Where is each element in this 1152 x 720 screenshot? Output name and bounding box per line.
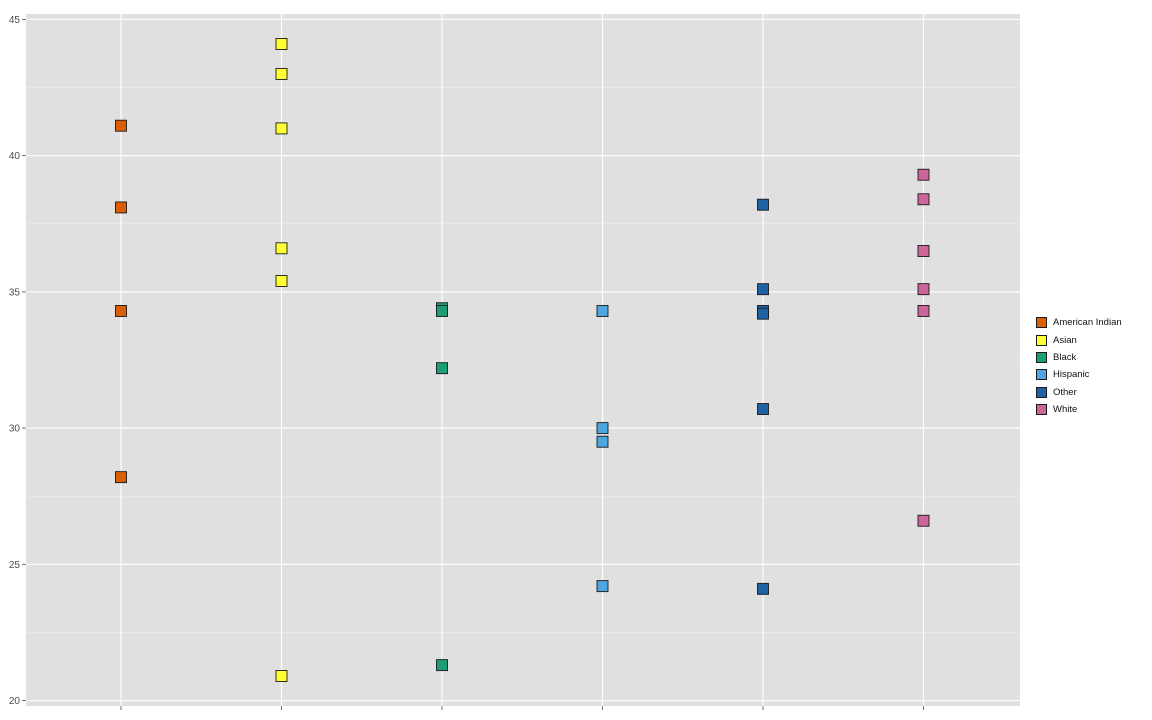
y-tick-label: 35 xyxy=(9,287,21,298)
legend-label: Black xyxy=(1053,351,1077,363)
data-point xyxy=(757,403,769,415)
data-point xyxy=(275,67,288,80)
data-point xyxy=(917,305,930,317)
data-point xyxy=(115,471,127,484)
legend-label: White xyxy=(1053,404,1078,416)
y-tick-label: 25 xyxy=(9,560,21,571)
data-point xyxy=(757,283,769,296)
plot-panel xyxy=(26,14,1020,706)
data-point xyxy=(596,435,609,448)
y-tick-label: 20 xyxy=(9,696,21,707)
legend-label: Other xyxy=(1053,386,1077,398)
major-gridlines xyxy=(26,14,1020,706)
legend-key xyxy=(1036,386,1047,398)
data-point xyxy=(436,362,448,375)
y-tick-label: 45 xyxy=(9,15,21,26)
legend-label: American Indian xyxy=(1053,317,1122,329)
data-point xyxy=(115,119,127,132)
legend-item: Hispanic xyxy=(1036,366,1122,383)
legend-key xyxy=(1036,404,1047,416)
data-point xyxy=(275,122,288,135)
minor-gridlines xyxy=(26,87,1020,633)
data-points xyxy=(115,38,930,682)
data-point xyxy=(596,580,609,593)
legend-label: Hispanic xyxy=(1053,369,1090,381)
data-point xyxy=(275,670,288,682)
legend-key xyxy=(1036,317,1047,329)
data-point xyxy=(917,283,930,296)
legend-item: White xyxy=(1036,401,1122,418)
y-axis: 20 25 30 35 40 45 xyxy=(9,15,26,707)
legend-item: American Indian xyxy=(1036,314,1122,331)
data-point xyxy=(436,305,448,317)
legend-item: Other xyxy=(1036,384,1122,401)
legend-label: Asian xyxy=(1053,334,1077,346)
data-point xyxy=(275,275,288,287)
data-point xyxy=(275,242,288,255)
legend-item: Asian xyxy=(1036,331,1122,348)
data-point xyxy=(917,514,930,527)
data-point xyxy=(757,582,769,595)
legend-item: Black xyxy=(1036,349,1122,366)
legend: American Indian Asian Black Hispanic Other Wh… xyxy=(1036,314,1122,418)
x-axis xyxy=(120,706,924,710)
data-point xyxy=(757,198,769,211)
data-point xyxy=(596,305,609,317)
data-point xyxy=(436,659,448,672)
data-point xyxy=(275,38,288,50)
data-point xyxy=(917,168,930,181)
data-point xyxy=(917,193,930,206)
y-tick-label: 40 xyxy=(9,151,21,162)
legend-key xyxy=(1036,351,1047,363)
data-point xyxy=(115,201,127,214)
data-point xyxy=(917,245,930,257)
legend-key xyxy=(1036,369,1047,381)
data-point xyxy=(596,422,609,435)
data-point xyxy=(757,307,769,320)
legend-key xyxy=(1036,334,1047,346)
y-tick-label: 30 xyxy=(9,424,21,435)
data-point xyxy=(115,305,127,317)
